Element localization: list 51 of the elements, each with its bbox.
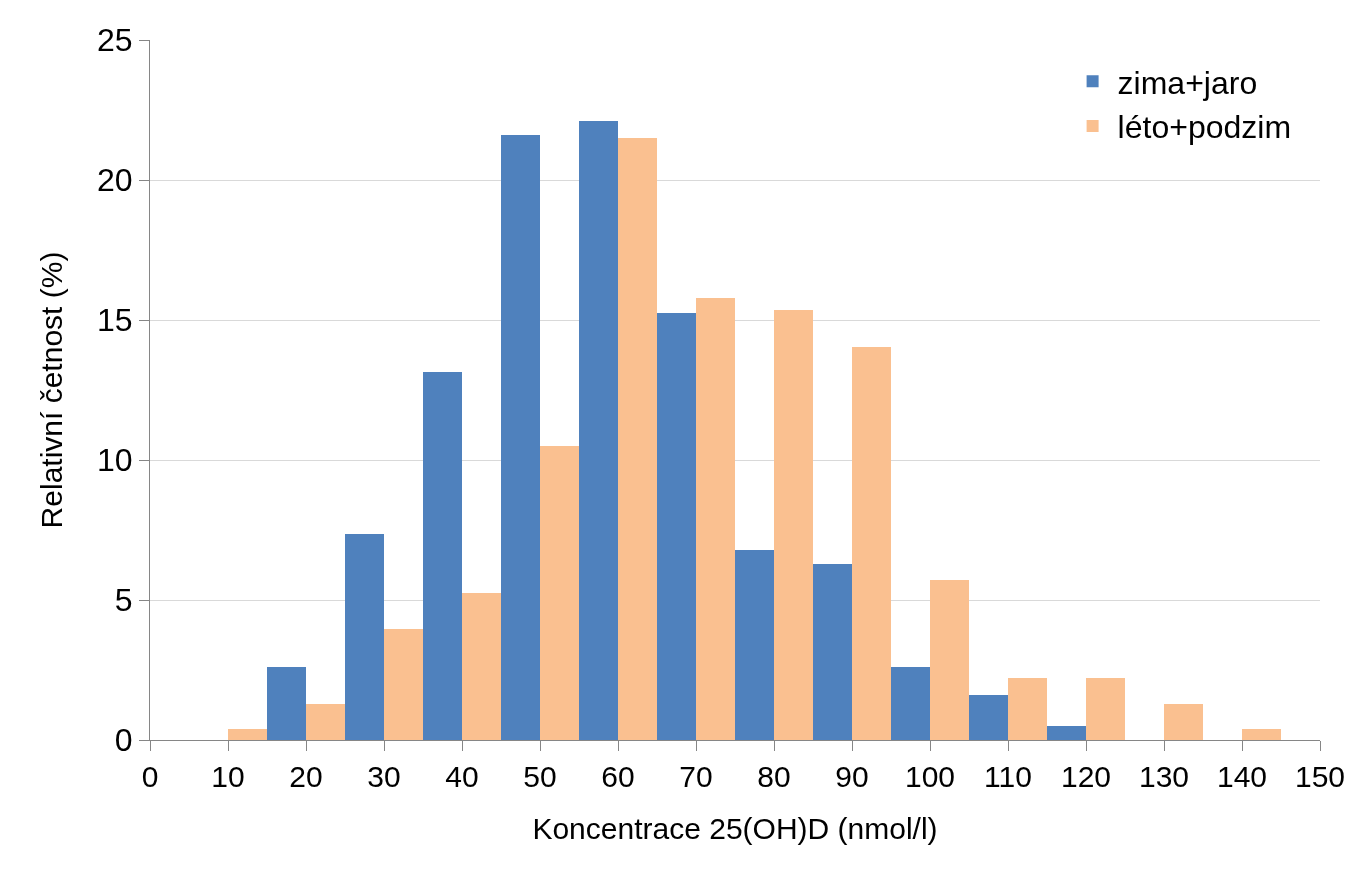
x-tick-label: 0 (141, 760, 159, 793)
bar (501, 135, 540, 740)
y-axis-title: Relativní četnost (%) (35, 251, 69, 529)
x-tick-label: 90 (835, 760, 869, 793)
y-tick-label: 15 (97, 302, 133, 339)
bar (930, 580, 969, 740)
x-tick-label: 140 (1216, 760, 1268, 793)
bar (618, 138, 657, 740)
y-tick-label: 5 (114, 582, 133, 619)
x-tick-label: 110 (984, 760, 1032, 793)
y-tick-label: 25 (97, 22, 133, 59)
x-tick-label: 10 (211, 760, 245, 793)
bar (1047, 726, 1086, 740)
bar (1086, 678, 1125, 740)
y-tick-label: 0 (114, 722, 133, 759)
bar (345, 534, 384, 740)
bar (1164, 704, 1203, 740)
bar (306, 704, 345, 740)
bar (540, 446, 579, 740)
x-tick-label: 40 (445, 760, 479, 793)
bar (267, 667, 306, 740)
bar (423, 372, 462, 740)
legend-label: léto+podzim (1117, 109, 1292, 146)
bar (891, 667, 930, 740)
bar (579, 121, 618, 740)
bar (1242, 729, 1281, 740)
x-tick-label: 20 (289, 760, 323, 793)
bar (774, 310, 813, 740)
x-axis-title: Koncentrace 25(OH)D (nmol/l) (532, 811, 938, 845)
legend-label: zima+jaro (1117, 64, 1258, 101)
bar (228, 729, 267, 740)
bar (813, 564, 852, 740)
x-tick-label: 130 (1138, 760, 1190, 793)
x-tick-label: 60 (601, 760, 635, 793)
x-tick-label: 120 (1060, 760, 1112, 793)
x-tick-label: 30 (367, 760, 401, 793)
y-tick-label: 10 (97, 442, 133, 479)
x-tick-label: 50 (523, 760, 557, 793)
x-tick-label: 80 (757, 760, 791, 793)
x-tick-label: 70 (679, 760, 713, 793)
bar (657, 313, 696, 740)
x-tick-label: 150 (1294, 760, 1346, 793)
bar (969, 695, 1008, 740)
bar (1008, 678, 1047, 740)
x-tick-label: 100 (904, 760, 956, 793)
bar (735, 550, 774, 740)
bar (696, 298, 735, 740)
y-tick-label: 20 (97, 162, 133, 199)
bar (384, 629, 423, 740)
bar (852, 347, 891, 740)
bar (462, 593, 501, 740)
